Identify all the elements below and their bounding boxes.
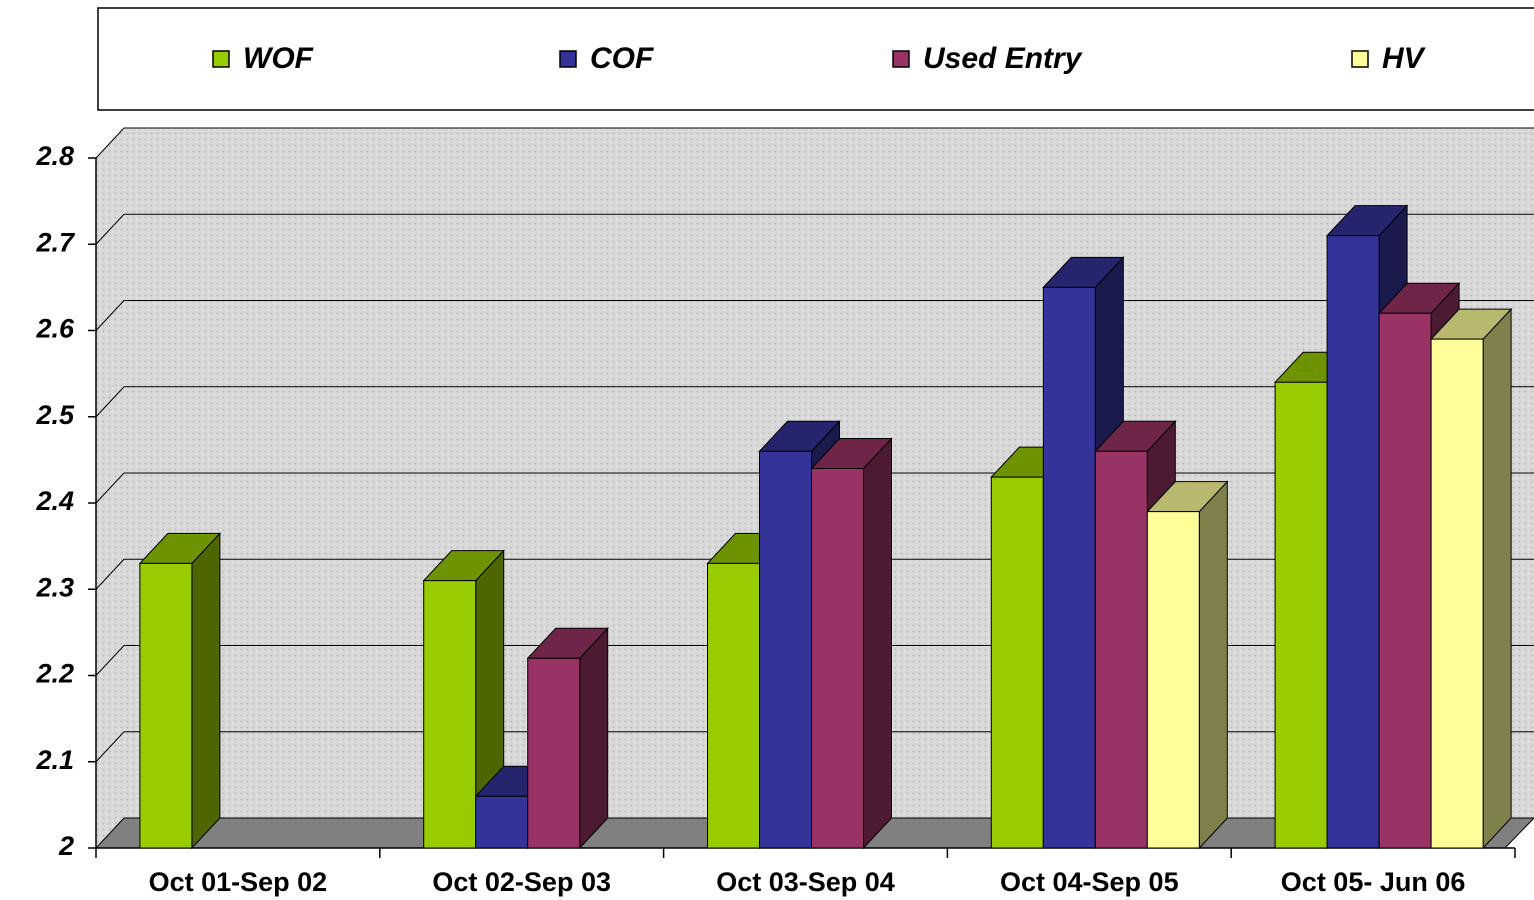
bar-front	[1326, 235, 1380, 849]
grid-line	[95, 213, 1534, 245]
bar-front	[1146, 511, 1200, 849]
y-tick-label: 2.5	[35, 400, 75, 430]
y-tick-label: 2.4	[35, 486, 74, 516]
bar-front	[1094, 450, 1148, 849]
y-tick-label: 2.8	[35, 141, 74, 171]
bar	[138, 532, 222, 850]
y-tick-label: 2.6	[35, 314, 75, 344]
y-tick-label: 2.1	[35, 745, 74, 775]
bar-front	[1274, 381, 1328, 849]
bar-front	[527, 657, 581, 849]
y-tick-label: 2.7	[35, 227, 76, 257]
bar	[1429, 307, 1513, 850]
bar-front	[707, 562, 760, 849]
legend-label: COF	[590, 42, 654, 75]
bar-front	[759, 450, 812, 849]
bar-front	[423, 580, 477, 849]
bar-side	[1198, 480, 1228, 850]
y-tick-label: 2.3	[35, 572, 74, 602]
bar	[422, 549, 505, 850]
bar-front	[139, 562, 193, 849]
bar-front	[1042, 286, 1096, 849]
y-tick-label: 2.2	[35, 659, 74, 689]
legend-marker	[559, 50, 577, 68]
x-tick-label: Oct 05- Jun 06	[1281, 867, 1466, 897]
bar-front	[811, 468, 864, 849]
legend-marker	[1351, 50, 1369, 68]
x-tick-label: Oct 03-Sep 04	[716, 867, 895, 897]
legend-box	[97, 7, 1534, 111]
legend-marker	[892, 50, 910, 68]
legend-label: WOF	[243, 42, 314, 75]
x-tick-label: Oct 02-Sep 03	[432, 867, 611, 897]
bar-side	[863, 437, 892, 850]
bar-side	[579, 626, 609, 850]
x-tick-label: Oct 01-Sep 02	[149, 867, 328, 897]
bar-side	[1482, 307, 1512, 850]
bar-front	[475, 795, 529, 849]
grid-line	[95, 127, 1534, 159]
y-tick-label: 2	[58, 831, 74, 861]
x-tick-label: Oct 04-Sep 05	[1000, 867, 1179, 897]
bar-front	[1378, 312, 1432, 849]
legend-marker	[212, 50, 230, 68]
bar	[810, 437, 893, 850]
bar	[526, 626, 609, 850]
bar	[1146, 480, 1229, 850]
bar-front	[1430, 338, 1484, 849]
legend-label: HV	[1382, 42, 1427, 75]
bar-side	[191, 532, 221, 850]
legend-label: Used Entry	[923, 42, 1083, 75]
bar-front	[990, 476, 1044, 849]
